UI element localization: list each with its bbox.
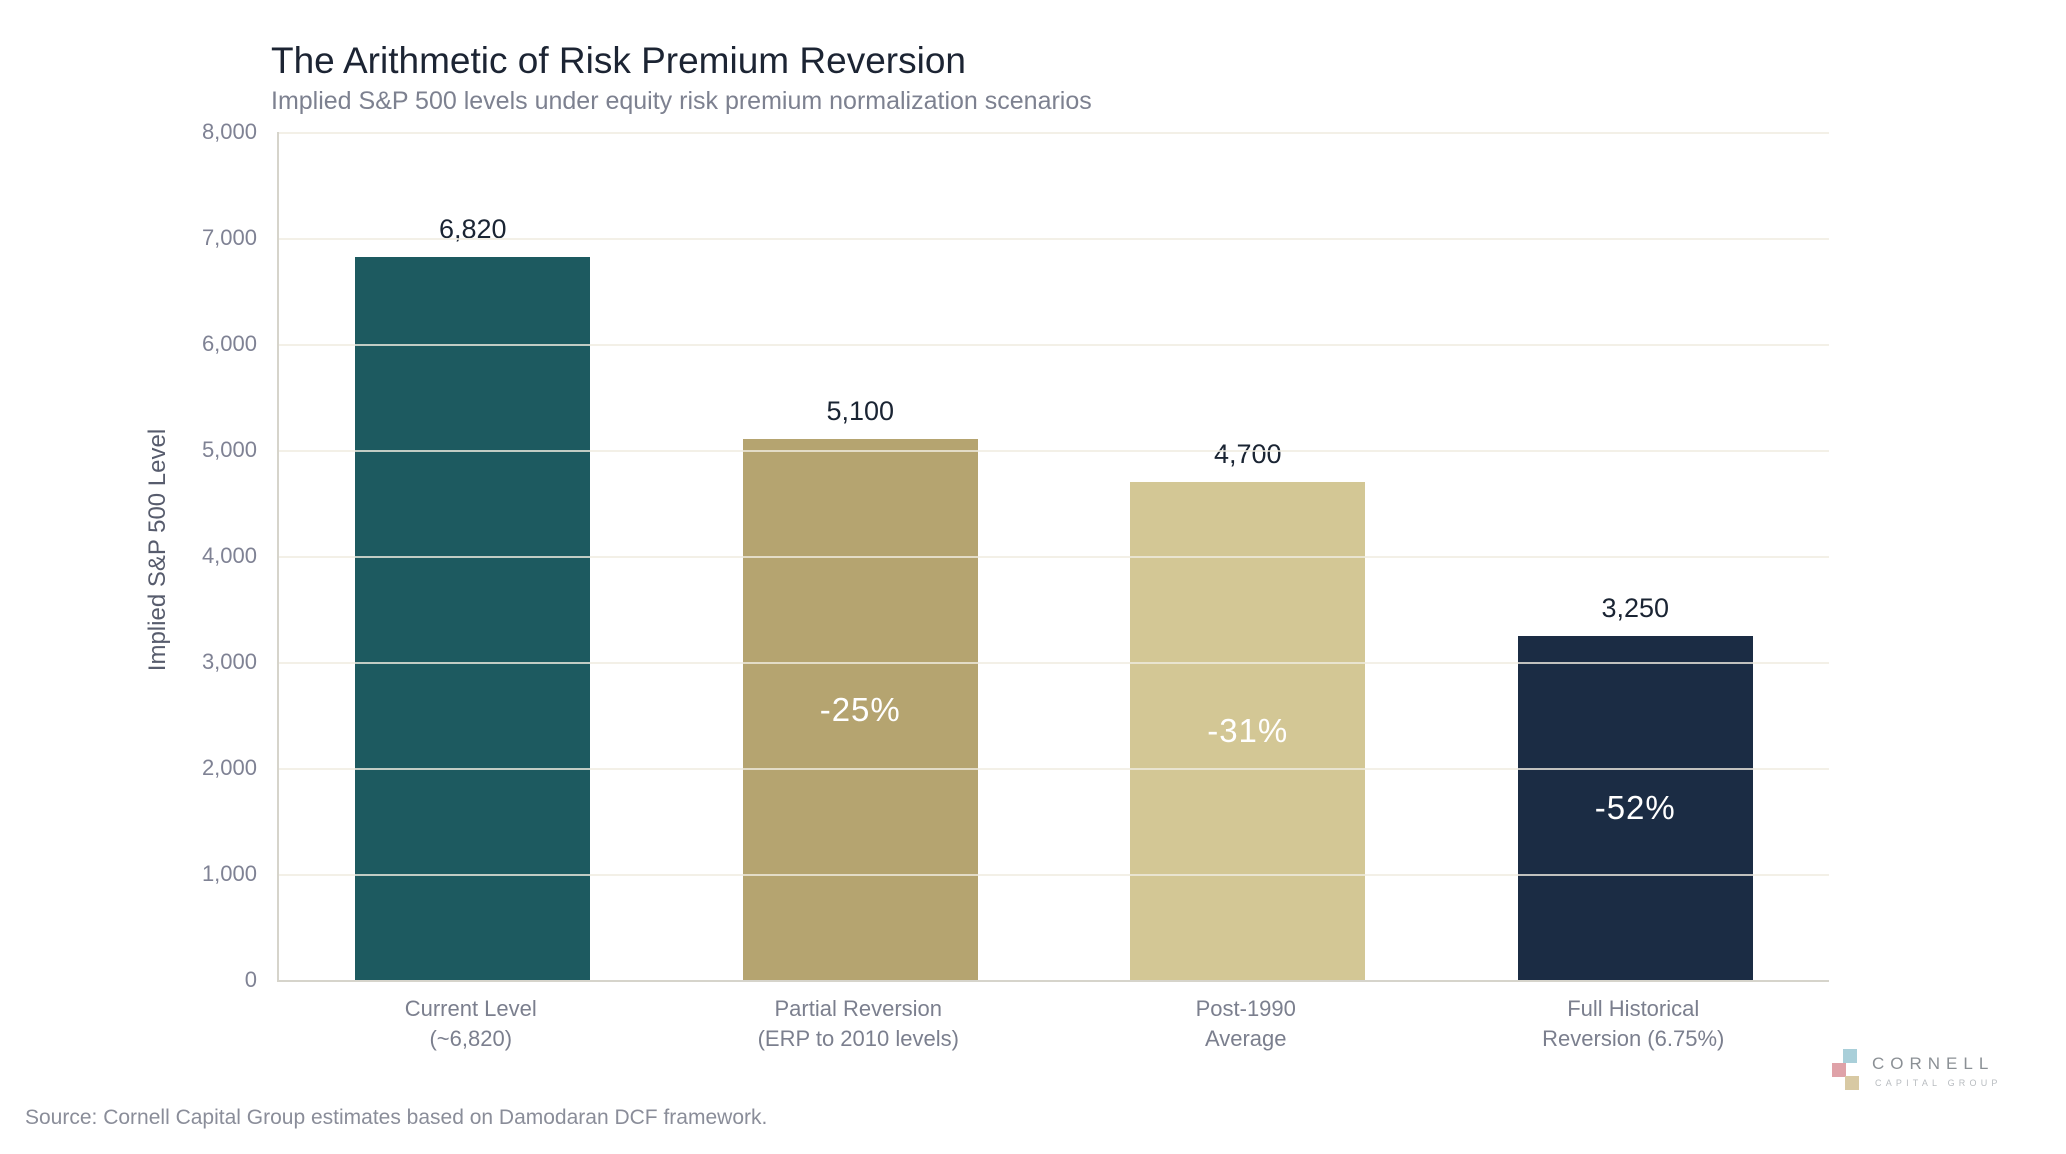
- x-axis-label-line: Partial Reversion: [774, 996, 942, 1021]
- bar-current-level: 6,820: [355, 214, 591, 980]
- logo-square-blue-icon: [1843, 1049, 1857, 1063]
- bar-value-label: 4,700: [1213, 438, 1282, 469]
- x-axis-label-line: Reversion (6.75%): [1542, 1026, 1725, 1051]
- y-tick-label: 7,000: [201, 225, 257, 250]
- bar-percent-label: -25%: [819, 690, 901, 728]
- logo-square-pink-icon: [1832, 1063, 1846, 1077]
- gridline: [279, 768, 1829, 770]
- bar-percent-label: -52%: [1594, 788, 1676, 826]
- gridline: [279, 662, 1829, 664]
- bar-post-1990-average: 4,700 -31%: [1130, 439, 1366, 980]
- x-axis-label-line: Current Level: [404, 996, 537, 1021]
- x-axis-label-line: Average: [1204, 1026, 1287, 1051]
- y-tick-label: 1,000: [201, 861, 257, 886]
- y-tick-label: 4,000: [201, 543, 257, 568]
- cornell-logo: CORNELL CAPITAL GROUP: [1828, 1044, 2038, 1096]
- plot-area: 6,820 5,100 -25% 4,700 -31% 3,250 -52%: [277, 132, 1829, 982]
- x-axis-label-partial-reversion: Partial Reversion (ERP to 2010 levels): [688, 994, 1028, 1054]
- y-tick-label: 8,000: [201, 119, 257, 144]
- x-axis-label-line: (ERP to 2010 levels): [757, 1026, 959, 1051]
- bar-partial-reversion: 5,100 -25%: [742, 396, 978, 980]
- source-note: Source: Cornell Capital Group estimates …: [25, 1106, 768, 1129]
- bar-percent-label: -31%: [1207, 711, 1289, 749]
- gridline: [279, 344, 1829, 346]
- x-axis-label-line: Full Historical: [1567, 996, 1700, 1021]
- logo-subtext: CAPITAL GROUP: [1875, 1078, 2002, 1088]
- bar-full-historical-reversion: 3,250 -52%: [1517, 593, 1753, 980]
- x-axis-label-line: Post-1990: [1195, 996, 1296, 1021]
- y-tick-label: 0: [244, 967, 257, 992]
- gridline: [279, 556, 1829, 558]
- x-axis-label-current-level: Current Level (~6,820): [301, 994, 641, 1054]
- gridline: [279, 874, 1829, 876]
- gridline: [279, 450, 1829, 452]
- y-tick-label: 6,000: [201, 331, 257, 356]
- gridline: [279, 238, 1829, 240]
- y-tick-label: 5,000: [201, 437, 257, 462]
- x-axis-label-full-historical-reversion: Full Historical Reversion (6.75%): [1463, 994, 1803, 1054]
- bar-value-label: 5,100: [826, 396, 895, 427]
- x-axis-label-line: (~6,820): [429, 1026, 513, 1051]
- chart-subtitle: Implied S&P 500 levels under equity risk…: [271, 87, 1092, 115]
- logo-wordmark: CORNELL: [1872, 1054, 1995, 1073]
- y-tick-label: 2,000: [201, 755, 257, 780]
- bar-value-label: 3,250: [1601, 592, 1670, 623]
- logo-square-tan-icon: [1845, 1076, 1859, 1090]
- chart-title: The Arithmetic of Risk Premium Reversion: [271, 40, 966, 81]
- x-axis-label-post-1990-average: Post-1990 Average: [1076, 994, 1416, 1054]
- bar-value-label: 6,820: [438, 214, 507, 245]
- y-tick-label: 3,000: [201, 649, 257, 674]
- gridline: [279, 132, 1829, 134]
